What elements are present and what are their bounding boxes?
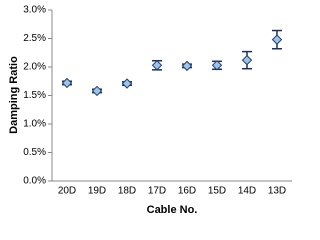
y-axis-title: Damping Ratio: [8, 56, 20, 134]
x-tick-label: 20D: [58, 186, 76, 197]
chart: Damping Ratio Cable No. 0.0% 0.5% 1.0% 1.5%…: [8, 5, 292, 216]
y-tick-label: 2.5%: [23, 33, 46, 44]
marker: [91, 85, 103, 97]
x-tick-label: 17D: [148, 186, 166, 197]
marker: [151, 60, 163, 71]
y-tick-label: 0.5%: [23, 147, 46, 158]
y-tick-label: 1.0%: [23, 119, 46, 130]
marker: [181, 60, 193, 72]
y-tick-label: 1.5%: [23, 90, 46, 101]
marker: [241, 54, 253, 66]
x-tick-label: 19D: [88, 186, 106, 197]
marker: [211, 60, 223, 71]
x-tick-label: 13D: [268, 186, 286, 197]
x-axis-title: Cable No.: [147, 204, 198, 216]
x-tick-label: 18D: [118, 186, 136, 197]
y-tick-label: 2.0%: [23, 62, 46, 73]
y-tick-label: 0.0%: [23, 176, 46, 187]
marker: [121, 78, 133, 89]
y-tick-label: 3.0%: [23, 5, 46, 16]
marker: [61, 77, 73, 89]
x-tick-label: 16D: [178, 186, 196, 197]
x-tick-label: 15D: [208, 186, 226, 197]
x-tick-label: 14D: [238, 186, 256, 197]
marker: [271, 34, 283, 45]
